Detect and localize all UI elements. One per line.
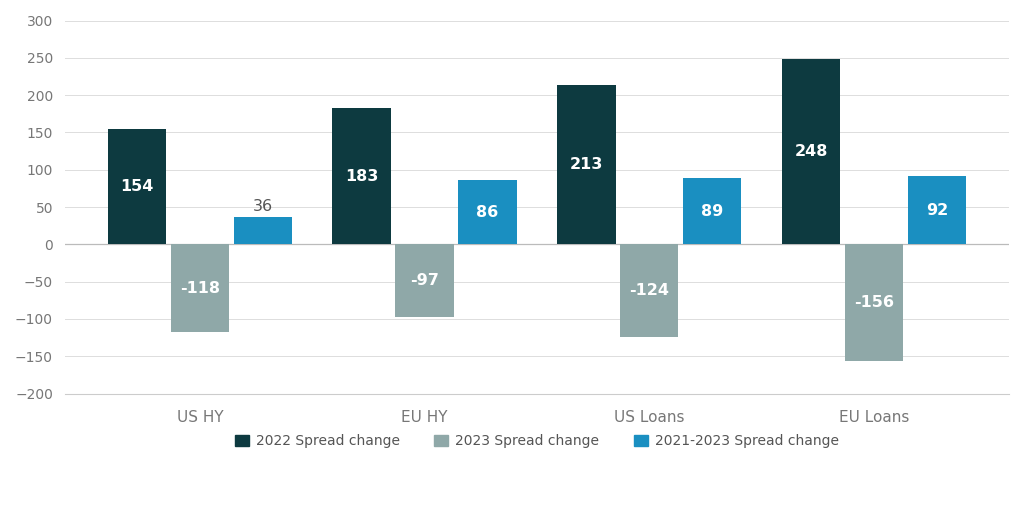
Text: 86: 86 [476,205,499,220]
Bar [907,176,966,244]
Text: 89: 89 [701,204,723,218]
Text: 154: 154 [120,179,154,194]
Text: 213: 213 [569,157,603,172]
Bar [171,244,229,333]
Bar [683,178,741,244]
Text: 183: 183 [345,169,378,183]
Text: -97: -97 [411,273,439,288]
Text: 36: 36 [253,199,272,214]
Bar [782,59,841,244]
Bar [459,180,517,244]
Bar [621,244,679,337]
Text: 248: 248 [795,144,827,159]
Bar [108,130,166,244]
Text: 92: 92 [926,203,948,217]
Bar [557,85,615,244]
Bar [233,217,292,244]
Bar [333,108,391,244]
Bar [395,244,454,317]
Text: -124: -124 [630,283,670,298]
Text: -118: -118 [180,281,220,296]
Bar [845,244,903,361]
Legend: 2022 Spread change, 2023 Spread change, 2021-2023 Spread change: 2022 Spread change, 2023 Spread change, … [229,429,845,454]
Text: -156: -156 [854,295,894,310]
